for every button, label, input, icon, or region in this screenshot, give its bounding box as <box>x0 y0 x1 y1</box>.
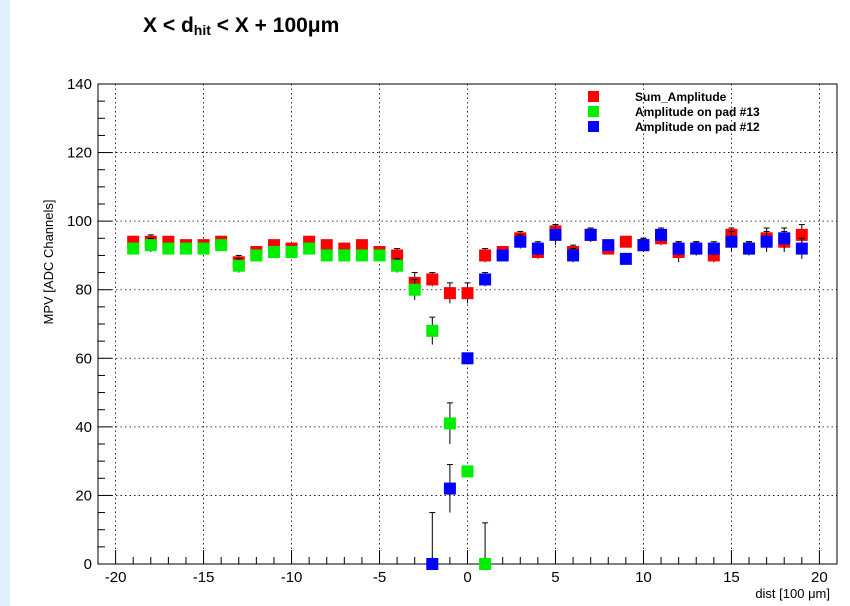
data-point-series-2 <box>267 246 280 258</box>
data-point-series-1 <box>320 239 333 252</box>
data-point-series-2 <box>197 242 210 255</box>
data-point-series-1 <box>355 239 368 252</box>
data-point-series-3 <box>690 242 703 255</box>
x-tick-label: 10 <box>635 569 652 586</box>
chart-title: X < dhit < X + 100μm <box>143 14 339 38</box>
data-point-series-2 <box>303 242 316 255</box>
legend-marker-series-2 <box>588 106 599 117</box>
data-point-series-3 <box>760 235 773 248</box>
data-point-series-1 <box>426 273 439 286</box>
x-tick-label: 15 <box>723 569 740 586</box>
data-point-series-3 <box>778 232 791 245</box>
data-point-series-3 <box>514 235 527 248</box>
legend-label-series-2: Amplitude on pad #13 <box>635 105 760 119</box>
data-point-series-2 <box>179 242 192 255</box>
y-tick-label: 60 <box>75 350 92 367</box>
legend-label-series-1: Sum_Amplitude <box>635 90 727 104</box>
data-point-series-2 <box>373 249 386 262</box>
data-point-series-2 <box>250 249 263 262</box>
data-point-series-2 <box>479 558 492 570</box>
data-point-series-2 <box>215 239 228 252</box>
data-point-series-3 <box>637 239 650 252</box>
x-tick-label: -10 <box>281 569 303 586</box>
data-point-series-2 <box>285 246 298 258</box>
data-point-series-2 <box>355 249 368 262</box>
data-point-series-3 <box>725 235 738 248</box>
title-subscript: hit <box>193 22 211 38</box>
y-tick-label: 80 <box>75 282 92 299</box>
data-point-series-2 <box>391 259 404 272</box>
axis-ticks: -20 -15 -10 -5 0 5 10 15 20 0 20 40 60 80 100 120 140 <box>67 76 828 586</box>
left-margin-strip <box>0 0 10 606</box>
data-point-series-3 <box>672 242 685 255</box>
data-point-series-3 <box>602 239 615 252</box>
x-tick-label: 0 <box>463 569 471 586</box>
data-point-series-3 <box>567 249 580 262</box>
y-tick-label: 100 <box>67 213 92 230</box>
data-point-series-2 <box>338 249 351 262</box>
y-tick-label: 0 <box>84 556 92 573</box>
data-point-series-1 <box>443 287 456 300</box>
y-axis-title: MPV [ADC Channels] <box>41 200 56 325</box>
x-tick-label: 20 <box>811 569 828 586</box>
data-point-series-1 <box>479 249 492 262</box>
data-point-series-3 <box>496 249 509 262</box>
data-point-series-3 <box>795 242 808 255</box>
data-point-series-1 <box>461 287 474 300</box>
legend-marker-series-3 <box>588 121 599 132</box>
legend-label-series-3: Amplitude on pad #12 <box>635 120 760 134</box>
data-point-series-3 <box>584 228 597 241</box>
legend-marker-series-1 <box>588 91 599 102</box>
data-point-series-1 <box>619 235 632 248</box>
data-point-series-3 <box>426 558 439 570</box>
data-point-series-2 <box>461 465 474 478</box>
y-tick-label: 20 <box>75 487 92 504</box>
data-point-series-2 <box>408 283 421 296</box>
data-point-series-2 <box>162 242 175 255</box>
title-main: X < d <box>143 14 194 37</box>
data-point-series-2 <box>426 324 439 337</box>
data-point-series-3 <box>707 242 720 255</box>
data-point-series-3 <box>743 242 756 255</box>
x-tick-label: 5 <box>551 569 559 586</box>
data-point-series-3 <box>531 242 544 255</box>
data-point-series-3 <box>461 352 474 365</box>
x-tick-label: -15 <box>193 569 215 586</box>
x-axis-title: dist [100 μm] <box>755 586 830 601</box>
data-point-series-3 <box>479 273 492 286</box>
y-tick-label: 140 <box>67 76 92 93</box>
y-tick-label: 40 <box>75 419 92 436</box>
data-point-series-2 <box>232 259 245 272</box>
data-point-series-2 <box>144 239 157 252</box>
data-marks <box>127 224 808 570</box>
data-point-series-3 <box>619 252 632 265</box>
data-point-series-2 <box>127 242 140 255</box>
y-tick-label: 120 <box>67 145 92 162</box>
x-tick-label: -20 <box>105 569 127 586</box>
data-point-series-2 <box>320 249 333 262</box>
data-point-series-2 <box>443 417 456 430</box>
data-point-series-3 <box>443 482 456 495</box>
x-tick-label: -5 <box>373 569 386 586</box>
title-tail: < X + 100μm <box>210 14 340 37</box>
data-point-series-3 <box>655 228 668 241</box>
data-point-series-3 <box>549 228 562 241</box>
